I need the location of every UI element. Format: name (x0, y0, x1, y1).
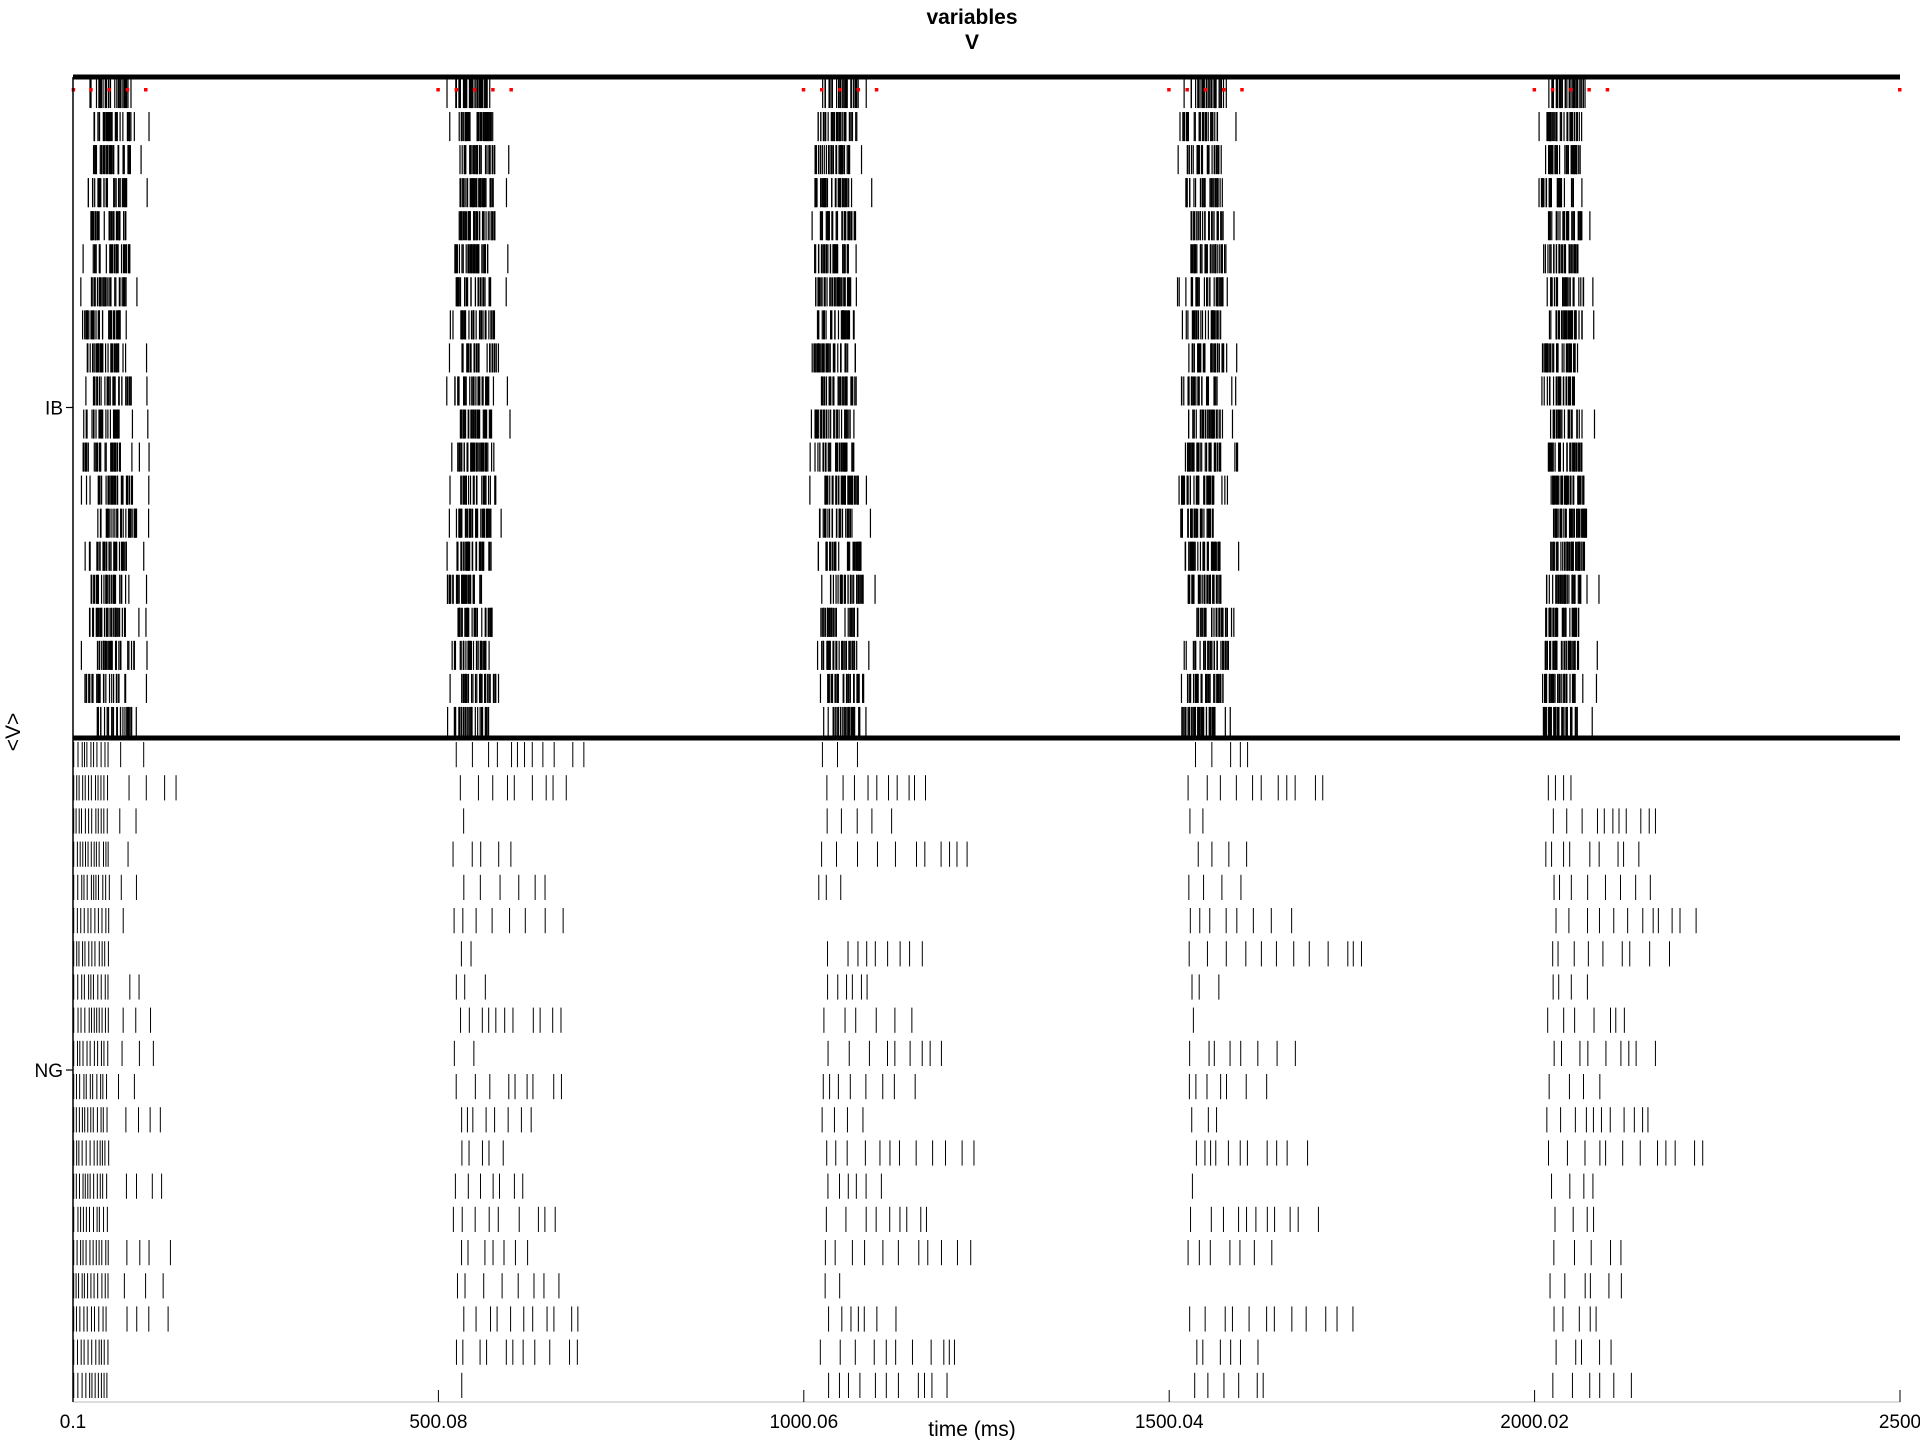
x-axis-label: time (ms) (928, 1418, 1016, 1440)
red-marker (874, 88, 879, 92)
x-tick-label: 2500 (1879, 1412, 1920, 1433)
red-marker (1569, 88, 1573, 92)
red-marker (1203, 88, 1208, 92)
red-marker (144, 88, 148, 92)
y-tick-label-ng: NG (35, 1061, 64, 1082)
red-marker (125, 88, 130, 92)
red-marker (436, 88, 440, 92)
y-tick-label-ib: IB (45, 399, 63, 420)
red-marker (801, 88, 806, 92)
x-tick-label: 1000.06 (769, 1412, 838, 1433)
y-ticks: IB NG (35, 399, 73, 1082)
x-ticks: 0.1 500.08 1000.06 1500.04 2000.02 2500 (60, 1390, 1920, 1433)
x-tick-label: 2000.02 (1500, 1412, 1569, 1433)
red-marker (1532, 88, 1537, 92)
red-marker (509, 88, 513, 92)
red-marker (838, 88, 842, 92)
red-marker (1587, 88, 1591, 92)
title-line-1: variables (926, 6, 1017, 29)
ib-raster (80, 79, 1600, 736)
y-axis-label: <V> (2, 713, 25, 752)
red-marker (1221, 88, 1226, 92)
red-marker (1240, 88, 1244, 92)
red-marker (1167, 88, 1171, 92)
plot-area: IB NG 0.1 500.08 1000.06 1500.04 2000.02 2500 (35, 74, 1920, 1433)
red-marker (820, 88, 824, 92)
red-markers (71, 88, 1902, 92)
x-tick-label: 0.1 (60, 1412, 86, 1433)
red-marker (856, 88, 861, 92)
red-marker (89, 88, 93, 92)
ng-raster (73, 742, 1704, 1398)
x-tick-label: 1500.04 (1135, 1412, 1204, 1433)
red-marker (1898, 88, 1902, 92)
x-tick-label: 500.08 (409, 1412, 467, 1433)
red-marker (472, 88, 477, 92)
red-marker (491, 88, 495, 92)
red-marker (1550, 88, 1555, 92)
red-marker (1605, 88, 1610, 92)
red-marker (107, 88, 111, 92)
red-marker (454, 88, 459, 92)
title-line-2: V (965, 31, 979, 54)
axes (72, 74, 1900, 1403)
red-marker (1185, 88, 1189, 92)
